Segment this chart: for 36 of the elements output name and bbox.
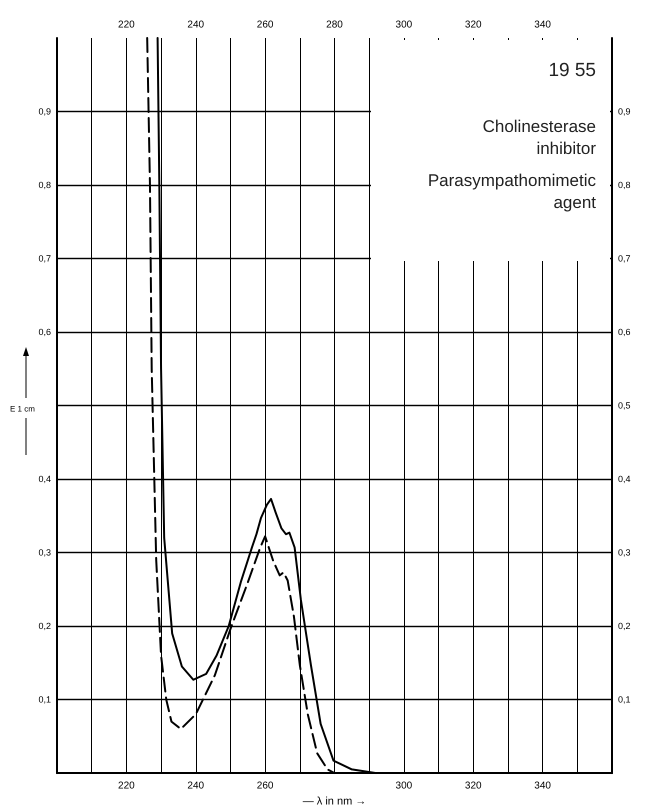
x-tick-label: 340 bbox=[534, 780, 552, 792]
y-tick-label: 0,4 bbox=[38, 474, 51, 484]
label-panel: 19 55 Cholinesterase inhibitor Parasympathomimetic agent bbox=[371, 40, 610, 262]
x2-tick-label: 260 bbox=[256, 20, 274, 30]
y2-tick-label: 0,2 bbox=[618, 621, 631, 632]
y-tick-label: 0,3 bbox=[38, 548, 51, 558]
x-tick-label: 320 bbox=[464, 780, 482, 792]
x-tick-label: 220 bbox=[118, 780, 136, 792]
x2-tick-label: 300 bbox=[396, 20, 413, 30]
y2-tick-label: 0,3 bbox=[618, 548, 631, 558]
x2-tick-label: 220 bbox=[118, 20, 136, 30]
y2-tick-label: 0,4 bbox=[618, 474, 631, 484]
x2-tick-label: 320 bbox=[464, 20, 482, 30]
y-tick-label: 0,8 bbox=[38, 180, 51, 190]
y-axis-title: E 1 cm bbox=[10, 404, 36, 414]
y-tick-label: 0,9 bbox=[38, 106, 51, 117]
x2-tick-label: 280 bbox=[326, 20, 344, 30]
y-tick-label: 0,7 bbox=[38, 254, 51, 264]
annotation: 19 55 bbox=[547, 60, 596, 82]
x-tick-label: 260 bbox=[256, 780, 274, 792]
x2-tick-label: 340 bbox=[534, 20, 552, 30]
y-tick-label: 0,1 bbox=[38, 694, 51, 705]
x-axis-title: — λ in nm → bbox=[302, 796, 366, 808]
y2-tick-label: 0,6 bbox=[618, 327, 631, 338]
y2-tick-label: 0,1 bbox=[618, 694, 631, 705]
y-tick-label: 0,2 bbox=[38, 621, 51, 632]
y2-tick-label: 0,5 bbox=[618, 400, 631, 411]
y2-tick-label: 0,9 bbox=[618, 106, 631, 117]
y2-tick-label: 0,7 bbox=[618, 254, 631, 264]
x-tick-label: 300 bbox=[396, 780, 413, 792]
x-tick-label: 240 bbox=[187, 780, 205, 792]
annotation: Cholinesterase inhibitor bbox=[482, 116, 596, 160]
x2-tick-label: 240 bbox=[187, 20, 205, 30]
annotation: Parasympathomimetic agent bbox=[426, 170, 596, 214]
y2-tick-label: 0,8 bbox=[618, 180, 631, 190]
y-tick-label: 0,6 bbox=[38, 327, 51, 338]
